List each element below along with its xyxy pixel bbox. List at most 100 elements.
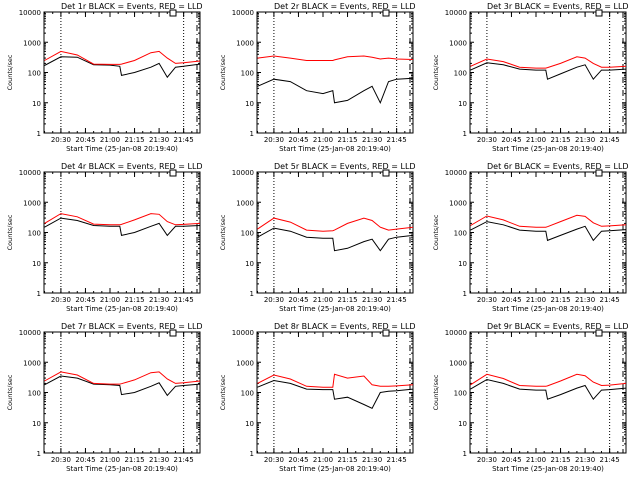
x-tick-label: 21:45 — [174, 296, 194, 304]
y-tick-label: 100 — [241, 390, 254, 398]
x-tick-label: 20:30 — [477, 456, 497, 464]
x-tick-label: 21:30 — [575, 136, 595, 144]
x-tick-label: 20:45 — [501, 296, 521, 304]
x-tick-label: 21:15 — [124, 296, 144, 304]
series-events-line — [470, 378, 627, 401]
y-tick-label: 1 — [37, 290, 41, 298]
x-axis-label: Start Time (25-Jan-08 20:19:40) — [66, 305, 178, 313]
series-lld-line — [470, 373, 627, 387]
x-tick-label: 20:45 — [75, 136, 95, 144]
x-tick-label: 21:00 — [100, 296, 120, 304]
y-tick-label: 100 — [28, 390, 41, 398]
x-tick-label: 21:30 — [362, 456, 382, 464]
y-tick-label: 10 — [458, 260, 467, 268]
y-tick-label: 1000 — [449, 199, 467, 207]
x-tick-label: 21:45 — [387, 136, 407, 144]
plot-frame — [43, 331, 201, 454]
series-lld-line — [44, 213, 201, 226]
series-events-line — [257, 379, 414, 409]
y-tick-label: 10000 — [232, 169, 254, 177]
x-tick-label: 21:30 — [149, 136, 169, 144]
plot-frame — [256, 171, 414, 294]
chart-panel: Det 2r BLACK = Events, RED = LLD Counts/s… — [219, 2, 416, 153]
y-tick-label: 10 — [458, 100, 467, 108]
x-tick-label: 21:15 — [124, 136, 144, 144]
x-tick-label: 20:30 — [477, 136, 497, 144]
y-tick-label: 10 — [458, 420, 467, 428]
x-tick-label: 21:00 — [526, 296, 546, 304]
x-tick-label: 21:45 — [600, 456, 620, 464]
chart-panel: Det 8r BLACK = Events, RED = LLD Counts/s… — [219, 322, 416, 473]
series-lld-line — [257, 55, 414, 61]
x-tick-label: 20:30 — [264, 456, 284, 464]
x-tick-label: 21:30 — [575, 456, 595, 464]
y-tick-label: 1000 — [23, 359, 41, 367]
marker-square — [595, 169, 603, 177]
x-tick-label: 21:45 — [174, 136, 194, 144]
chart-panel: Det 4r BLACK = Events, RED = LLD Counts/s… — [6, 162, 203, 313]
x-tick-label: 21:15 — [124, 456, 144, 464]
plot-frame — [43, 171, 201, 294]
y-tick-label: 10 — [245, 100, 254, 108]
x-axis-label: Start Time (25-Jan-08 20:19:40) — [66, 145, 178, 153]
series-events-line — [257, 227, 414, 252]
x-tick-label: 21:45 — [600, 136, 620, 144]
series-events-line — [257, 77, 414, 105]
y-tick-label: 10000 — [232, 9, 254, 17]
series-events-line — [470, 221, 627, 242]
chart-panel: Det 5r BLACK = Events, RED = LLD Counts/s… — [219, 162, 416, 313]
y-tick-label: 100 — [28, 230, 41, 238]
series-lld-line — [257, 373, 414, 388]
x-tick-label: 21:00 — [313, 456, 333, 464]
x-axis-label: Start Time (25-Jan-08 20:19:40) — [492, 465, 604, 473]
y-tick-label: 100 — [454, 70, 467, 78]
x-tick-label: 20:45 — [288, 456, 308, 464]
series-lld-line — [470, 214, 627, 228]
chart-panel: Det 1r BLACK = Events, RED = LLD Counts/s… — [6, 2, 203, 153]
x-axis-label: Start Time (25-Jan-08 20:19:40) — [492, 305, 604, 313]
y-tick-label: 1000 — [236, 199, 254, 207]
x-tick-label: 20:30 — [51, 456, 71, 464]
marker-square — [169, 169, 177, 177]
y-tick-label: 10 — [245, 260, 254, 268]
y-tick-label: 10000 — [445, 169, 467, 177]
series-lld-line — [44, 50, 201, 65]
chart-title: Det 6r BLACK = Events, RED = LLD — [487, 162, 629, 171]
series-events-line — [470, 62, 627, 81]
y-tick-label: 10000 — [232, 329, 254, 337]
y-axis-label: Counts/sec — [219, 214, 227, 250]
chart-panel: Det 6r BLACK = Events, RED = LLD Counts/s… — [432, 162, 629, 313]
y-tick-label: 10 — [32, 100, 41, 108]
y-tick-label: 1 — [250, 290, 254, 298]
x-tick-label: 20:30 — [51, 136, 71, 144]
x-axis-label: Start Time (25-Jan-08 20:19:40) — [279, 145, 391, 153]
x-tick-label: 21:15 — [550, 296, 570, 304]
x-tick-label: 21:30 — [362, 296, 382, 304]
plot-frame — [256, 11, 414, 134]
chart-panel: Det 9r BLACK = Events, RED = LLD Counts/s… — [432, 322, 629, 473]
y-tick-label: 1000 — [449, 359, 467, 367]
marker-square — [382, 169, 390, 177]
y-tick-label: 100 — [241, 70, 254, 78]
series-events-line — [44, 56, 201, 79]
chart-title: Det 9r BLACK = Events, RED = LLD — [487, 322, 629, 331]
y-tick-label: 10000 — [19, 169, 41, 177]
chart-panel: Det 3r BLACK = Events, RED = LLD Counts/s… — [432, 2, 629, 153]
x-tick-label: 20:45 — [75, 296, 95, 304]
plot-frame — [43, 11, 201, 134]
y-tick-label: 10 — [32, 420, 41, 428]
x-tick-label: 20:45 — [288, 136, 308, 144]
y-tick-label: 100 — [241, 230, 254, 238]
series-lld-line — [257, 217, 414, 232]
chart-title: Det 1r BLACK = Events, RED = LLD — [61, 2, 203, 11]
x-tick-label: 20:30 — [51, 296, 71, 304]
x-tick-label: 21:15 — [337, 136, 357, 144]
x-axis-label: Start Time (25-Jan-08 20:19:40) — [492, 145, 604, 153]
chart-title: Det 7r BLACK = Events, RED = LLD — [61, 322, 203, 331]
y-tick-label: 1 — [37, 450, 41, 458]
y-axis-label: Counts/sec — [6, 374, 14, 410]
y-tick-label: 1000 — [23, 199, 41, 207]
plot-frame — [469, 331, 627, 454]
plot-frame — [469, 11, 627, 134]
y-axis-label: Counts/sec — [219, 54, 227, 90]
